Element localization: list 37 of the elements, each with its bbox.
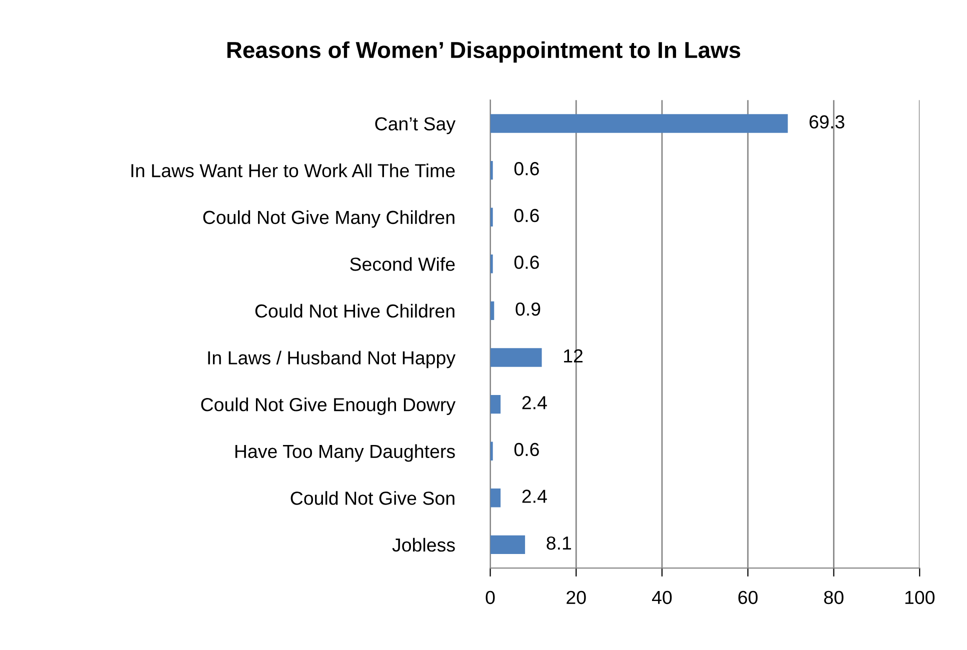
bar [490, 394, 501, 414]
x-tick-label: 100 [905, 590, 935, 604]
y-tick-label: Could Not Give Many Children [203, 210, 454, 228]
x-tick-label: 20 [566, 590, 586, 604]
data-label: 0.6 [514, 256, 539, 269]
y-tick-label: In Laws Want Her to Work All The Time [131, 164, 455, 178]
bar [490, 535, 526, 554]
y-tick-label: Could Not Give Son [290, 491, 454, 505]
y-tick-label: Could Not Hive Children [255, 304, 454, 318]
bar [490, 160, 493, 180]
bar [490, 208, 493, 226]
bar [490, 442, 493, 460]
x-tick-label: 0 [486, 590, 495, 604]
data-label: 69.3 [810, 115, 844, 129]
y-tick-label: In Laws / Husband Not Happy [208, 350, 456, 368]
y-tick-label: Jobless [392, 538, 455, 552]
data-label: 2.4 [522, 490, 547, 503]
x-tick-label: 80 [824, 590, 844, 604]
data-label: 0.6 [514, 208, 539, 222]
data-label: 2.4 [522, 396, 547, 410]
x-tick-label: 60 [738, 590, 758, 604]
y-tick-label: Can’t Say [375, 117, 456, 134]
bar [490, 301, 494, 320]
y-tick-label: Second Wife [350, 257, 455, 271]
data-label: 12 [564, 349, 583, 362]
y-tick-label: Could Not Give Enough Dowry [201, 398, 456, 415]
data-label: 0.9 [516, 302, 540, 316]
data-label: 0.6 [514, 162, 539, 176]
chart-title: Reasons of Women’ Disappointment to In Laws [227, 41, 740, 63]
y-tick-label: Have Too Many Daughters [235, 444, 455, 462]
bar [490, 254, 493, 274]
bar [490, 348, 542, 367]
data-label: 0.6 [514, 442, 539, 456]
bar [490, 114, 788, 133]
data-label: 8.1 [546, 536, 572, 550]
x-tick-label: 40 [652, 590, 672, 604]
bar [490, 488, 501, 508]
